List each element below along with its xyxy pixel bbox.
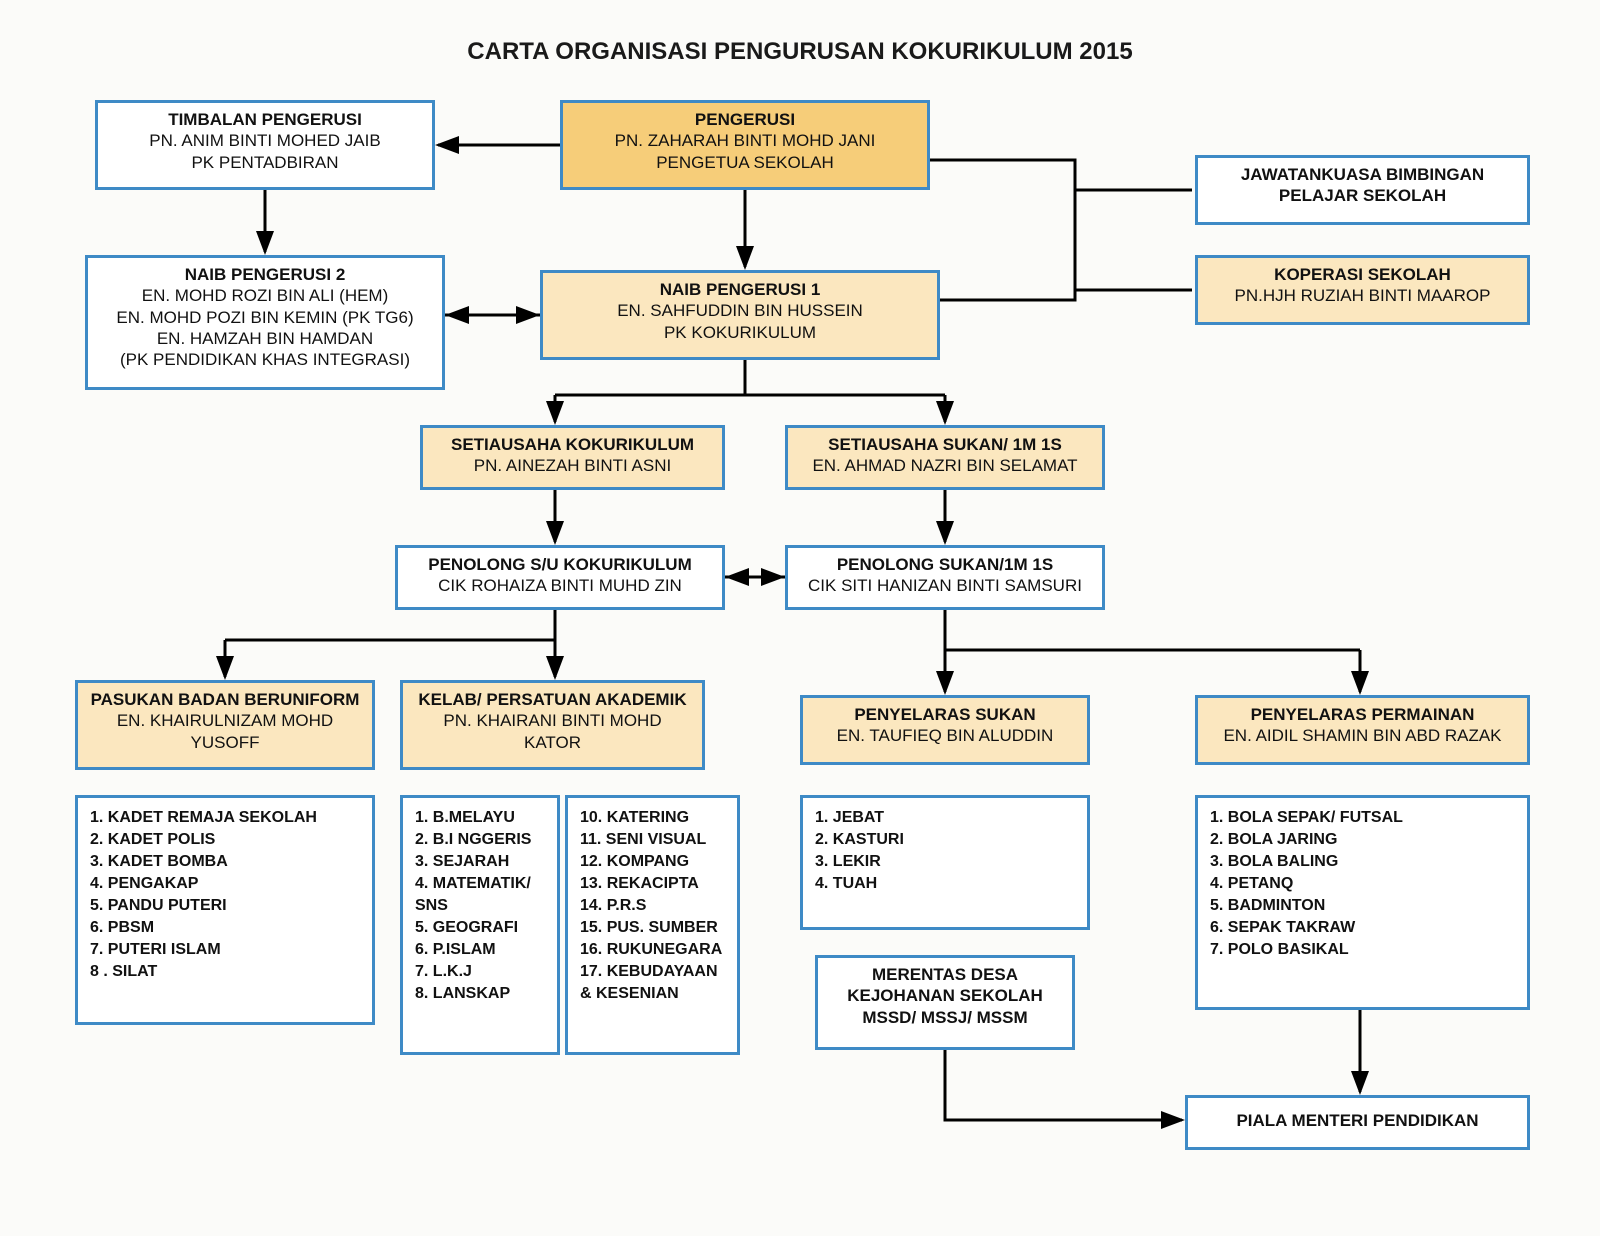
node-peny-sukan: PENYELARAS SUKAN EN. TAUFIEQ BIN ALUDDIN	[800, 695, 1090, 765]
list-item: 5. PANDU PUTERI	[90, 896, 360, 916]
list-kelab-b: 10. KATERING11. SENI VISUAL12. KOMPANG13…	[565, 795, 740, 1055]
node-psu-sukan: PENOLONG SUKAN/1M 1S CIK SITI HANIZAN BI…	[785, 545, 1105, 610]
list-item: 8. LANSKAP	[415, 984, 545, 1004]
list-item: 11. SENI VISUAL	[580, 830, 725, 850]
list-item: 2. KADET POLIS	[90, 830, 360, 850]
list-permainan: 1. BOLA SEPAK/ FUTSAL2. BOLA JARING3. BO…	[1195, 795, 1530, 1010]
node-su-sukan: SETIAUSAHA SUKAN/ 1M 1S EN. AHMAD NAZRI …	[785, 425, 1105, 490]
list-item: 6. PBSM	[90, 918, 360, 938]
node-badan-uniform: PASUKAN BADAN BERUNIFORM EN. KHAIRULNIZA…	[75, 680, 375, 770]
org-chart-canvas: CARTA ORGANISASI PENGURUSAN KOKURIKULUM …	[0, 0, 1600, 1236]
node-line: PN. ZAHARAH BINTI MOHD JANI	[573, 130, 917, 151]
list-item: 17. KEBUDAYAAN	[580, 962, 725, 982]
node-timbalan: TIMBALAN PENGERUSI PN. ANIM BINTI MOHED …	[95, 100, 435, 190]
list-uniform: 1. KADET REMAJA SEKOLAH2. KADET POLIS3. …	[75, 795, 375, 1025]
list-item: & KESENIAN	[580, 984, 725, 1004]
node-jk-bimbingan: JAWATANKUASA BIMBINGAN PELAJAR SEKOLAH	[1195, 155, 1530, 225]
list-item: 14. P.R.S	[580, 896, 725, 916]
list-item: 2. B.I NGGERIS	[415, 830, 545, 850]
node-kelab: KELAB/ PERSATUAN AKADEMIK PN. KHAIRANI B…	[400, 680, 705, 770]
list-item: 1. BOLA SEPAK/ FUTSAL	[1210, 808, 1515, 828]
list-item: 7. L.K.J	[415, 962, 545, 982]
list-item: 4. PETANQ	[1210, 874, 1515, 894]
list-item: 5. BADMINTON	[1210, 896, 1515, 916]
list-item: 4. MATEMATIK/	[415, 874, 545, 894]
node-header: PENGERUSI	[573, 109, 917, 130]
node-koperasi: KOPERASI SEKOLAH PN.HJH RUZIAH BINTI MAA…	[1195, 255, 1530, 325]
list-item: 5. GEOGRAFI	[415, 918, 545, 938]
node-piala: PIALA MENTERI PENDIDIKAN	[1185, 1095, 1530, 1150]
list-item: 1. KADET REMAJA SEKOLAH	[90, 808, 360, 828]
list-item: 7. POLO BASIKAL	[1210, 940, 1515, 960]
list-item: 13. REKACIPTA	[580, 874, 725, 894]
list-item: 6. SEPAK TAKRAW	[1210, 918, 1515, 938]
list-item: 3. LEKIR	[815, 852, 1075, 872]
list-kelab-a: 1. B.MELAYU2. B.I NGGERIS3. SEJARAH4. MA…	[400, 795, 560, 1055]
list-item: 3. KADET BOMBA	[90, 852, 360, 872]
node-line: PENGETUA SEKOLAH	[573, 152, 917, 173]
list-item: 3. BOLA BALING	[1210, 852, 1515, 872]
list-item: SNS	[415, 896, 545, 916]
node-naib1: NAIB PENGERUSI 1 EN. SAHFUDDIN BIN HUSSE…	[540, 270, 940, 360]
list-item: 16. RUKUNEGARA	[580, 940, 725, 960]
list-item: 3. SEJARAH	[415, 852, 545, 872]
node-merentas: MERENTAS DESA KEJOHANAN SEKOLAH MSSD/ MS…	[815, 955, 1075, 1050]
list-item: 6. P.ISLAM	[415, 940, 545, 960]
list-item: 8 . SILAT	[90, 962, 360, 982]
list-item: 10. KATERING	[580, 808, 725, 828]
list-item: 2. BOLA JARING	[1210, 830, 1515, 850]
list-item: 4. PENGAKAP	[90, 874, 360, 894]
list-item: 2. KASTURI	[815, 830, 1075, 850]
node-naib2: NAIB PENGERUSI 2 EN. MOHD ROZI BIN ALI (…	[85, 255, 445, 390]
list-item: 7. PUTERI ISLAM	[90, 940, 360, 960]
list-item: 1. JEBAT	[815, 808, 1075, 828]
list-item: 1. B.MELAYU	[415, 808, 545, 828]
node-peny-permainan: PENYELARAS PERMAINAN EN. AIDIL SHAMIN BI…	[1195, 695, 1530, 765]
list-item: 15. PUS. SUMBER	[580, 918, 725, 938]
list-rumah: 1. JEBAT2. KASTURI3. LEKIR4. TUAH	[800, 795, 1090, 930]
list-item: 4. TUAH	[815, 874, 1075, 894]
node-pengerusi: PENGERUSI PN. ZAHARAH BINTI MOHD JANI PE…	[560, 100, 930, 190]
node-su-koku: SETIAUSAHA KOKURIKULUM PN. AINEZAH BINTI…	[420, 425, 725, 490]
node-psu-koku: PENOLONG S/U KOKURIKULUM CIK ROHAIZA BIN…	[395, 545, 725, 610]
list-item: 12. KOMPANG	[580, 852, 725, 872]
chart-title: CARTA ORGANISASI PENGURUSAN KOKURIKULUM …	[0, 38, 1600, 66]
